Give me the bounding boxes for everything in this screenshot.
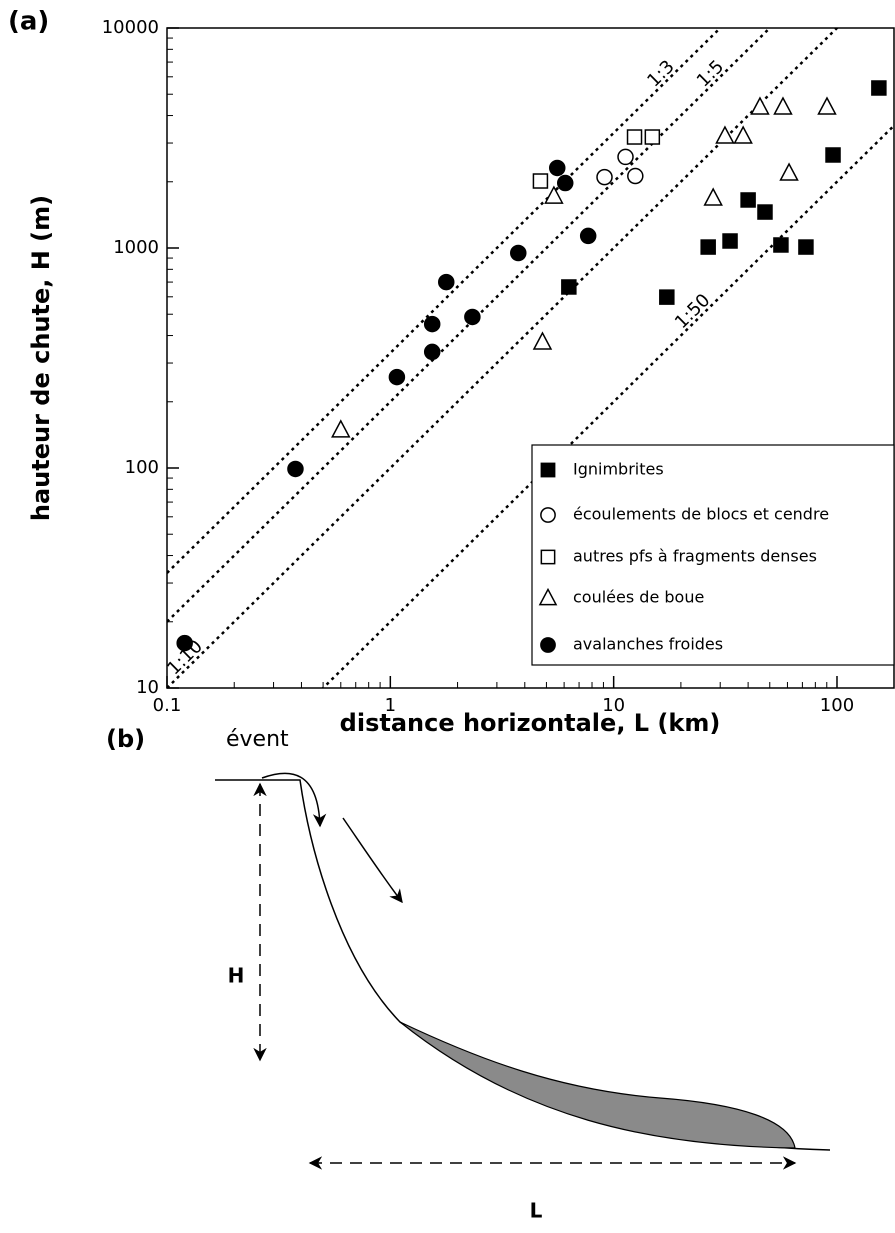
marker-triangle — [779, 162, 799, 181]
reference-line — [167, 28, 839, 688]
marker-circle — [548, 159, 566, 177]
marker-circle — [438, 273, 455, 291]
marker-circle — [287, 460, 304, 478]
plot-area — [167, 28, 894, 688]
x-tick-label: 10 — [602, 695, 625, 716]
series — [561, 80, 887, 305]
marker-circle — [510, 244, 527, 262]
marker-triangle — [532, 331, 553, 350]
marker-triangle — [538, 587, 558, 606]
marker-square — [540, 549, 556, 565]
marker-triangle — [817, 96, 837, 115]
y-axis-label: hauteur de chute, H (m) — [27, 195, 55, 521]
reference-line — [167, 28, 722, 574]
marker-circle — [540, 637, 556, 653]
marker-square — [532, 173, 549, 189]
legend-items: Ignimbrites écoulements de blocs et cendr… — [538, 460, 829, 654]
diagram: (b) évent H L — [106, 725, 831, 1223]
reference-label: 1:3 — [643, 56, 678, 91]
series — [596, 148, 644, 186]
legend-label: avalanches froides — [573, 635, 723, 654]
panel-label: (b) — [106, 725, 145, 753]
x-tick-label: 100 — [820, 695, 854, 716]
legend — [531, 444, 895, 666]
x-tick-label: 1 — [385, 695, 396, 716]
legend-label: Ignimbrites — [573, 460, 664, 479]
marker-circle — [423, 315, 441, 333]
x-axis-label: distance horizontale, L (km) — [340, 709, 721, 737]
marker-triangle — [773, 96, 793, 115]
reference-label: 1:10 — [163, 636, 207, 679]
flow-arrow — [342, 817, 403, 904]
marker-triangle — [750, 96, 770, 115]
marker-square — [871, 80, 887, 96]
y-tick-label: 10 — [136, 677, 159, 698]
vent-label: évent — [226, 727, 289, 752]
marker-square — [540, 462, 556, 478]
marker-square — [626, 129, 643, 145]
marker-square — [644, 129, 661, 145]
marker-triangle — [733, 125, 753, 144]
marker-triangle — [331, 419, 351, 438]
length-label: L — [530, 1199, 543, 1223]
panel-label: (a) — [8, 7, 49, 37]
series — [331, 96, 837, 438]
marker-square — [740, 192, 756, 208]
marker-square — [700, 239, 716, 255]
marker-circle — [464, 308, 481, 326]
reference-label: 1:5 — [693, 56, 728, 91]
marker-circle — [176, 634, 193, 652]
flow-arrow — [261, 772, 327, 828]
x-tick-label: 0.1 — [153, 695, 182, 716]
marker-square — [561, 279, 577, 295]
marker-square — [798, 239, 814, 255]
marker-circle — [596, 168, 613, 186]
marker-circle — [617, 148, 634, 166]
reference-label: 1:50 — [671, 290, 715, 333]
marker-square — [659, 289, 675, 305]
y-tick-label: 1000 — [113, 237, 159, 258]
height-label: H — [228, 964, 245, 988]
marker-triangle — [703, 187, 723, 206]
marker-circle — [540, 507, 556, 523]
y-tick-label: 10000 — [102, 17, 159, 38]
y-tick-label: 100 — [125, 457, 159, 478]
series — [176, 159, 597, 652]
marker-circle — [579, 227, 597, 245]
reference-lines — [167, 28, 894, 688]
legend-label: écoulements de blocs et cendre — [573, 505, 829, 524]
marker-square — [825, 147, 841, 163]
marker-square — [773, 237, 789, 253]
plot-frame — [166, 27, 895, 689]
minor-ticks — [167, 37, 828, 688]
marker-circle — [423, 343, 441, 361]
marker-square — [757, 204, 773, 220]
series — [532, 129, 661, 189]
marker-square — [722, 233, 738, 249]
marker-circle — [556, 174, 574, 192]
marker-triangle — [544, 185, 564, 204]
marker-triangle — [715, 125, 735, 144]
marker-circle — [627, 167, 644, 185]
deposit — [399, 1021, 796, 1149]
marker-circle — [388, 368, 406, 386]
reference-line — [167, 28, 772, 623]
legend-label: coulées de boue — [573, 588, 704, 607]
legend-label: autres pfs à fragments denses — [573, 547, 817, 566]
